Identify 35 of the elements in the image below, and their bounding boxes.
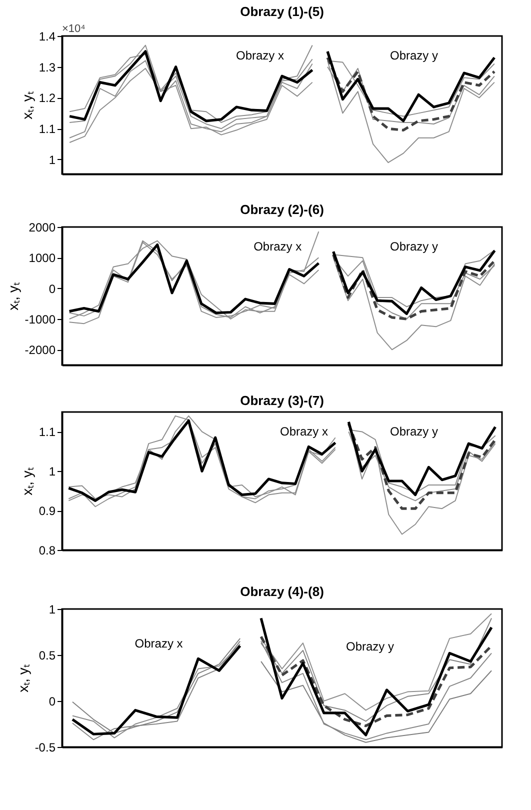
y-tick-label: 0.8 bbox=[38, 544, 56, 558]
y-tick-label: 0 bbox=[48, 282, 56, 296]
annotation: Obrazy x bbox=[236, 48, 284, 62]
chart-title: Obrazy (1)-(5) bbox=[240, 4, 324, 19]
chart-title: Obrazy (3)-(7) bbox=[240, 393, 324, 408]
y-tick-label: 1000 bbox=[28, 251, 56, 266]
y-tick-label: 1.1 bbox=[38, 425, 56, 440]
y-tick-label: -2000 bbox=[24, 343, 56, 358]
chart-title: Obrazy (4)-(8) bbox=[240, 584, 324, 599]
annotation: Obrazy x bbox=[254, 239, 302, 254]
y-tick-label: 1.2 bbox=[38, 91, 56, 106]
y-tick-label: 0.9 bbox=[38, 504, 56, 518]
y-axis-title: xₜ, yₜ bbox=[18, 90, 35, 120]
y-axis-title: xₜ, yₜ bbox=[18, 466, 35, 496]
y-tick-label: 1 bbox=[48, 152, 56, 167]
y-tick-label: -0.5 bbox=[34, 740, 56, 754]
y-tick-label: 2000 bbox=[28, 220, 56, 234]
y-tick-label: 1.1 bbox=[38, 122, 56, 136]
annotation: Obrazy y bbox=[390, 48, 438, 62]
annotation: Obrazy y bbox=[390, 239, 438, 254]
annotation: Obrazy y bbox=[346, 639, 394, 654]
y-tick-label: 0.5 bbox=[38, 648, 56, 662]
y-tick-label: 1.3 bbox=[38, 60, 56, 74]
y-tick-label: -1000 bbox=[24, 312, 56, 326]
annotation: Obrazy y bbox=[390, 424, 438, 438]
y-axis-title: xₜ, yₜ bbox=[14, 664, 31, 692]
chart-title: Obrazy (2)-(6) bbox=[240, 202, 324, 217]
annotation: Obrazy x bbox=[280, 424, 328, 438]
y-tick-label: 1.4 bbox=[38, 30, 56, 44]
y-tick-label: 0 bbox=[48, 694, 56, 708]
annotation: Obrazy x bbox=[134, 636, 183, 650]
y-axis-title: xₜ, yₜ bbox=[4, 282, 21, 310]
text: ×10⁴ bbox=[62, 23, 86, 35]
y-tick-label: 1 bbox=[48, 602, 56, 616]
y-tick-label: 1 bbox=[48, 464, 56, 479]
